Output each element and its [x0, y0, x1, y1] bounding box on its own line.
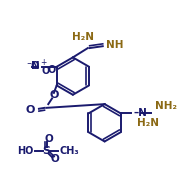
Text: O: O: [44, 134, 53, 144]
Text: H₂N: H₂N: [72, 32, 94, 42]
Text: O: O: [26, 105, 35, 115]
Text: NH₂: NH₂: [155, 101, 177, 111]
Text: +: +: [40, 58, 47, 67]
Text: O: O: [47, 65, 56, 74]
Text: NH: NH: [107, 40, 124, 50]
Text: O: O: [49, 90, 59, 100]
Text: CH₃: CH₃: [60, 146, 79, 156]
Text: –N: –N: [134, 108, 148, 117]
Text: S: S: [43, 146, 51, 156]
Text: H₂N: H₂N: [137, 118, 159, 128]
Text: O: O: [51, 154, 59, 164]
Text: O: O: [42, 66, 50, 76]
Text: N: N: [31, 61, 40, 71]
Text: HO: HO: [17, 146, 34, 156]
Text: ⁻O: ⁻O: [27, 61, 40, 71]
